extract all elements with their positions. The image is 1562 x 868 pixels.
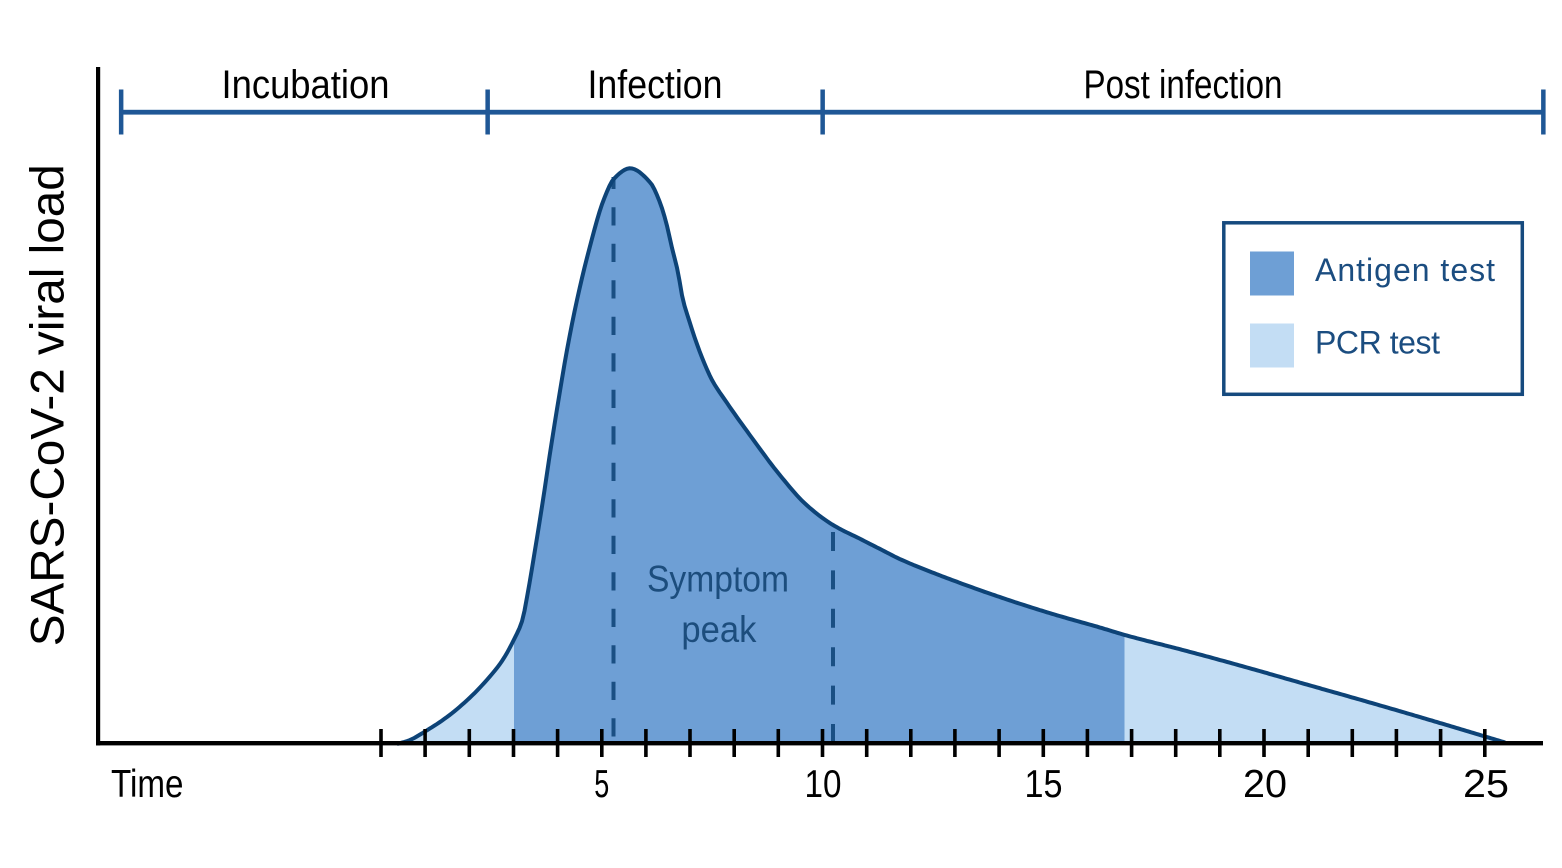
svg-text:Infection: Infection xyxy=(588,63,723,107)
svg-text:Symptom: Symptom xyxy=(647,559,789,600)
svg-text:20: 20 xyxy=(1243,763,1287,806)
svg-text:Post infection: Post infection xyxy=(1084,63,1283,107)
svg-text:PCR test: PCR test xyxy=(1315,325,1440,361)
svg-text:25: 25 xyxy=(1463,763,1509,806)
svg-text:Time: Time xyxy=(111,763,184,806)
svg-text:5: 5 xyxy=(594,763,609,806)
svg-text:15: 15 xyxy=(1025,763,1063,806)
svg-text:Incubation: Incubation xyxy=(222,63,390,107)
svg-text:SARS-CoV-2 viral load: SARS-CoV-2 viral load xyxy=(21,164,74,646)
svg-text:10: 10 xyxy=(805,763,842,806)
svg-text:peak: peak xyxy=(681,609,756,650)
svg-text:Antigen test: Antigen test xyxy=(1315,252,1495,288)
